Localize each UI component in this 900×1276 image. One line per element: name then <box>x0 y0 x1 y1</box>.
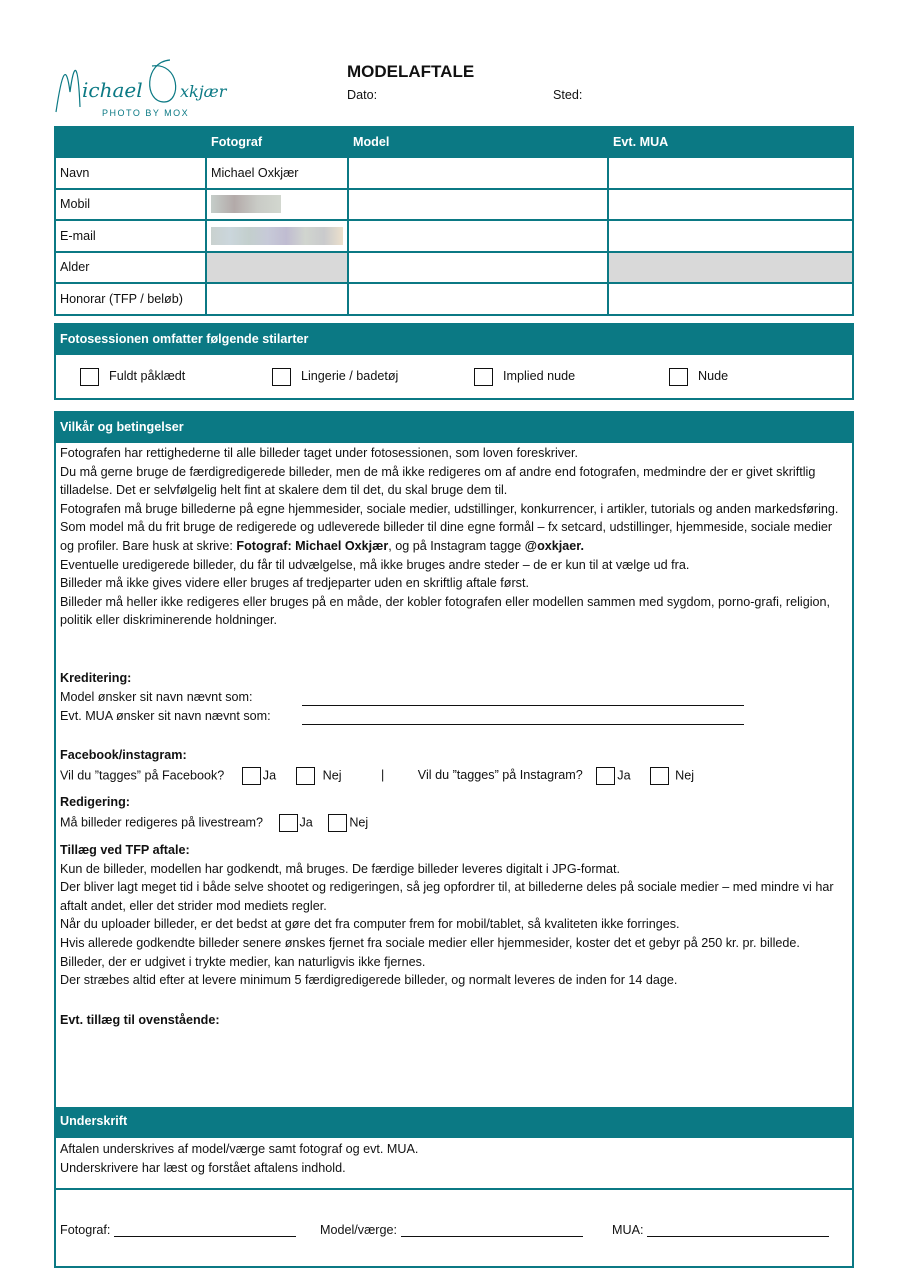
signature-text: Aftalen underskrives af model/værge samt… <box>60 1142 419 1175</box>
facebook-yes-checkbox[interactable] <box>241 767 261 785</box>
col-header <box>54 126 207 158</box>
facebook-no-checkbox[interactable] <box>295 767 315 785</box>
table-row: Alder <box>54 250 854 284</box>
credit-mua-line[interactable] <box>302 709 744 725</box>
row-label: Mobil <box>54 187 207 221</box>
table-row: Honorar (TFP / beløb) <box>54 282 854 316</box>
styles-section: Fotosessionen omfatter følgende stilarte… <box>54 323 854 400</box>
col-fotograf: Fotograf <box>205 126 349 158</box>
fotograf-age-disabled <box>205 250 349 284</box>
fotograf-mobile-redacted <box>205 187 349 221</box>
model-age-field[interactable] <box>347 250 609 284</box>
terms-section: Vilkår og betingelser Fotografen har ret… <box>54 411 854 1268</box>
section-title: Fotosessionen omfatter følgende stilarte… <box>56 325 852 355</box>
col-mua: Evt. MUA <box>607 126 854 158</box>
style-option[interactable]: Nude <box>669 368 728 386</box>
tfp-text: Tillæg ved TFP aftale: Kun de billeder, … <box>60 843 834 988</box>
svg-text:ichael: ichael <box>82 78 143 102</box>
edit-no-checkbox[interactable] <box>328 814 348 832</box>
col-model: Model <box>347 126 609 158</box>
date-label: Dato: <box>347 88 378 102</box>
divider <box>56 1188 852 1190</box>
fotograf-fee-field[interactable] <box>205 282 349 316</box>
style-option[interactable]: Fuldt påklædt <box>80 368 185 386</box>
row-label: Honorar (TFP / beløb) <box>54 282 207 316</box>
extra-field[interactable] <box>56 1040 852 1107</box>
credit-model-label: Model ønsker sit navn nævnt som: <box>60 690 253 704</box>
edit-yes-checkbox[interactable] <box>278 814 298 832</box>
table-row: Mobil <box>54 187 854 221</box>
credit-model-line[interactable] <box>302 690 744 706</box>
signature-fotograf[interactable]: Fotograf: <box>60 1223 296 1237</box>
style-option[interactable]: Implied nude <box>474 368 575 386</box>
mua-mobile-field[interactable] <box>607 187 854 221</box>
row-label: Alder <box>54 250 207 284</box>
place-label: Sted: <box>553 88 583 102</box>
edit-question: Må billeder redigeres på livestream? Ja … <box>60 814 368 832</box>
facebook-question: Vil du ”tagges” på Facebook? Ja Nej | Vi… <box>60 767 694 785</box>
svg-text:xkjær: xkjær <box>180 82 228 101</box>
mua-name-field[interactable] <box>607 156 854 190</box>
participants-table: Fotograf Model Evt. MUA Navn Michael Oxkjær… <box>54 126 854 316</box>
model-email-field[interactable] <box>347 219 609 253</box>
checkbox[interactable] <box>272 368 291 386</box>
instagram-yes-checkbox[interactable] <box>596 767 616 785</box>
mua-age-disabled <box>607 250 854 284</box>
section-title: Vilkår og betingelser <box>56 413 852 443</box>
credit-mua-label: Evt. MUA ønsker sit navn nævnt som: <box>60 709 271 723</box>
svg-text:PHOTO BY MOX: PHOTO BY MOX <box>102 108 189 118</box>
checkbox[interactable] <box>474 368 493 386</box>
table-row: E-mail <box>54 219 854 253</box>
credit-title: Kreditering: <box>60 671 132 685</box>
row-label: E-mail <box>54 219 207 253</box>
mua-email-field[interactable] <box>607 219 854 253</box>
page-title: MODELAFTALE <box>347 62 475 81</box>
row-label: Navn <box>54 156 207 190</box>
fotograf-email-redacted <box>205 219 349 253</box>
fotograf-name: Michael Oxkjær <box>205 156 349 190</box>
checkbox[interactable] <box>80 368 99 386</box>
logo: ichael xkjær PHOTO BY MOX <box>52 52 242 122</box>
social-title: Facebook/instagram: <box>60 748 187 762</box>
style-option[interactable]: Lingerie / badetøj <box>272 368 398 386</box>
model-fee-field[interactable] <box>347 282 609 316</box>
table-row: Navn Michael Oxkjær <box>54 156 854 190</box>
model-name-field[interactable] <box>347 156 609 190</box>
edit-title: Redigering: <box>60 795 130 809</box>
model-mobile-field[interactable] <box>347 187 609 221</box>
terms-text: Fotografen har rettighederne til alle bi… <box>60 446 839 628</box>
signature-mua[interactable]: MUA: <box>612 1223 829 1237</box>
signature-model[interactable]: Model/værge: <box>320 1223 583 1237</box>
mua-fee-field[interactable] <box>607 282 854 316</box>
checkbox[interactable] <box>669 368 688 386</box>
signature-title: Underskrift <box>56 1107 852 1138</box>
instagram-no-checkbox[interactable] <box>650 767 670 785</box>
extra-title: Evt. tillæg til ovenstående: <box>60 1013 220 1027</box>
